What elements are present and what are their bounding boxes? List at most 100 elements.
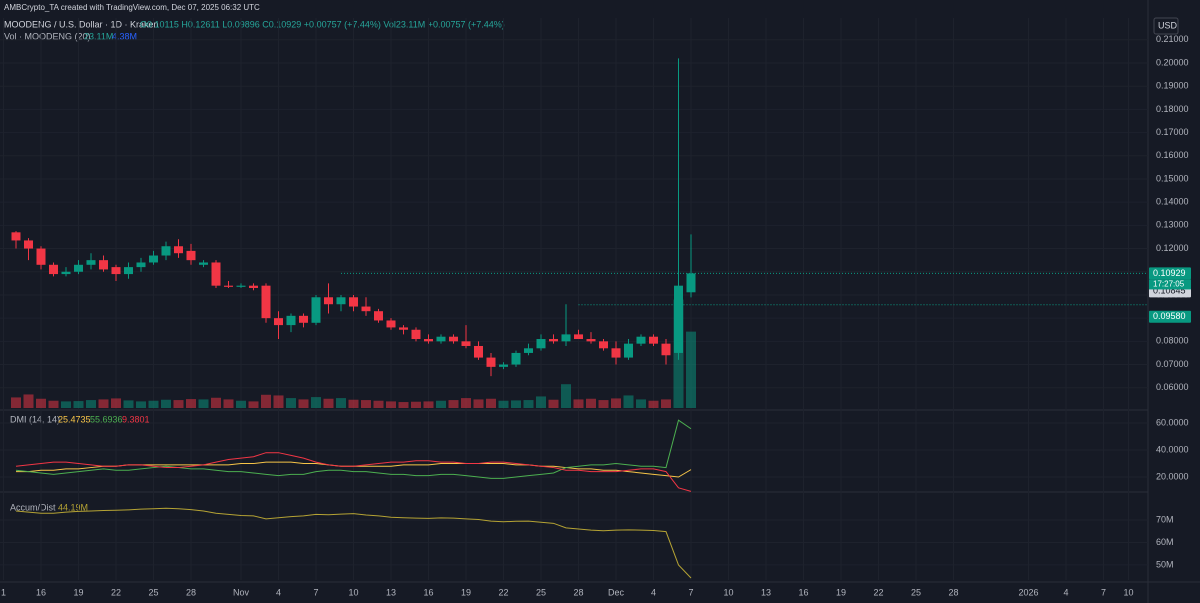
volume-bar [173, 400, 184, 408]
volume-bar [386, 401, 396, 408]
y-tick-label: 0.16000 [1156, 150, 1189, 160]
candle-body [199, 262, 208, 265]
candle-body [361, 306, 371, 312]
volume-bar [486, 398, 496, 408]
volume-bar [273, 395, 284, 408]
candle-body [499, 364, 508, 367]
price-label: 0.10929 [1153, 268, 1186, 278]
x-tick-label: 28 [948, 587, 958, 597]
candle-body [211, 262, 221, 286]
volume-bar [461, 398, 471, 408]
candle-body [36, 248, 46, 265]
volume-ma-label: 4.38M [112, 31, 137, 41]
candle-body [274, 318, 283, 326]
candle-body [386, 320, 396, 328]
candle-body [586, 339, 596, 342]
ad-title: Accum/Dist [10, 502, 56, 512]
dmi-value: 55.6936 [90, 414, 123, 424]
volume-bar [148, 400, 159, 408]
candle-body [399, 327, 408, 330]
candle-body [461, 341, 471, 346]
indicator-line [15, 507, 692, 579]
x-tick-label: 19 [836, 587, 846, 597]
volume-bar [411, 401, 421, 408]
volume-bar [523, 400, 534, 408]
volume-bar [48, 400, 59, 408]
x-tick-label: 28 [186, 587, 196, 597]
volume-bar [373, 400, 384, 408]
candle-body [411, 329, 421, 340]
y-tick-label: 50M [1156, 559, 1174, 569]
x-tick-label: 25 [911, 587, 921, 597]
y-tick-label: 0.20000 [1156, 57, 1189, 67]
volume-bar [498, 400, 509, 408]
volume-bar [611, 398, 621, 408]
volume-title: Vol · MOODENG (20) [4, 31, 91, 41]
volume-bar [11, 397, 21, 408]
candle-body [24, 240, 33, 249]
candle-body [61, 271, 71, 275]
candle-body [561, 334, 571, 342]
x-tick-label: 19 [461, 587, 471, 597]
x-tick-label: 10 [1123, 587, 1133, 597]
volume-bar [561, 384, 571, 408]
candle-body [374, 311, 383, 321]
indicator-line [15, 419, 692, 479]
y-tick-label: 0.08000 [1156, 336, 1189, 346]
countdown-box [1149, 279, 1191, 290]
y-tick-label: 70M [1156, 514, 1174, 524]
x-tick-label: 16 [36, 587, 46, 597]
candle-body [686, 273, 696, 293]
candle-body [511, 352, 521, 365]
x-tick-label: 10 [348, 587, 358, 597]
volume-bar [311, 397, 321, 408]
candle-body [286, 315, 296, 326]
candle-body [486, 357, 496, 367]
volume-bar [261, 394, 271, 408]
volume-bar [648, 400, 659, 408]
volume-bar [623, 395, 634, 408]
candle-body [11, 232, 21, 241]
volume-bar [686, 331, 696, 408]
candle-body [636, 336, 646, 344]
y-tick-label: 0.19000 [1156, 81, 1189, 91]
x-tick-label: 13 [761, 587, 771, 597]
volume-bar [661, 399, 671, 408]
candle-body [311, 297, 321, 323]
volume-label: 23.11M [84, 31, 113, 41]
candle-body [524, 348, 533, 353]
price-label-box [1149, 267, 1191, 280]
candle-body [136, 262, 146, 268]
y-tick-label: 40.0000 [1156, 444, 1189, 454]
x-tick-label: 13 [386, 587, 396, 597]
y-tick-label: 0.17000 [1156, 127, 1189, 137]
candle-body [674, 285, 683, 353]
x-tick-label: 4 [1063, 587, 1068, 597]
candle-body [549, 339, 558, 342]
y-tick-label: 0.13000 [1156, 220, 1189, 230]
indicator-line [15, 452, 692, 492]
volume-bar [86, 400, 96, 408]
candle-body [261, 285, 271, 319]
volume-bar [186, 399, 196, 408]
candle-body [249, 285, 258, 288]
x-tick-label: 16 [423, 587, 433, 597]
x-tick-label: 28 [573, 587, 583, 597]
volume-bar [348, 399, 359, 408]
ad-label: 44.19M [58, 502, 88, 512]
candle-body [161, 246, 171, 256]
x-tick-label: 4 [651, 587, 656, 597]
y-tick-label: 0.06000 [1156, 382, 1189, 392]
volume-bar [573, 399, 584, 408]
volume-bar [536, 396, 546, 408]
candle-body [449, 336, 458, 342]
volume-bar [211, 397, 221, 408]
candle-body [536, 339, 546, 349]
candle-body [224, 285, 233, 287]
candle-body [624, 343, 633, 358]
volume-bar [61, 401, 71, 408]
ohlc: O0.10115 H0.12611 L0.09896 C0.10929 +0.0… [140, 19, 505, 29]
price-label: 0.09580 [1153, 311, 1186, 321]
